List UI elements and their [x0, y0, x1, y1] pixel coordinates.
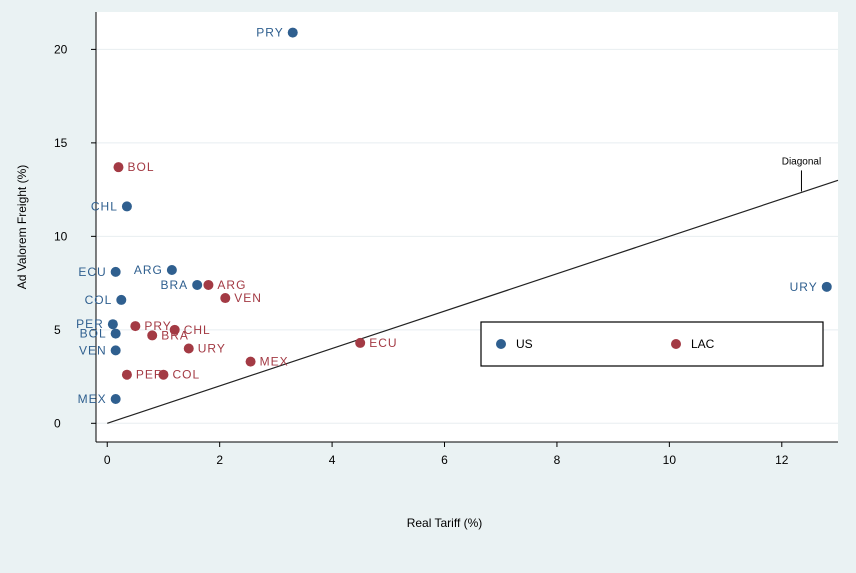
y-tick-label: 15	[54, 136, 68, 150]
data-point-label: BRA	[160, 278, 188, 292]
data-point	[110, 266, 121, 277]
data-point-label: ECU	[78, 265, 106, 279]
y-axis-title: Ad Valorem Freight (%)	[15, 165, 29, 289]
data-point-label: BRA	[161, 328, 189, 342]
data-point-label: BOL	[127, 160, 154, 174]
legend: US LAC	[480, 321, 824, 367]
data-point-label: URY	[790, 280, 818, 294]
data-point	[169, 324, 180, 335]
data-point-label: URY	[198, 342, 226, 356]
x-tick-label: 4	[329, 453, 336, 467]
legend-marker	[496, 339, 506, 349]
data-point	[287, 27, 298, 38]
data-point	[183, 343, 194, 354]
x-axis-title: Real Tariff (%)	[407, 516, 483, 530]
diagonal-line	[107, 179, 839, 424]
data-point	[220, 293, 231, 304]
data-point	[130, 321, 141, 332]
plot-area	[96, 12, 838, 442]
data-point-label: VEN	[234, 291, 262, 305]
data-point-label: ARG	[217, 278, 246, 292]
x-tick-label: 10	[663, 453, 677, 467]
data-point	[203, 279, 214, 290]
x-tick-label: 2	[216, 453, 223, 467]
data-point-label: COL	[85, 293, 113, 307]
data-point-label: BOL	[80, 327, 107, 341]
legend-label: US	[516, 337, 533, 351]
x-tick-label: 8	[554, 453, 561, 467]
data-point	[116, 294, 127, 305]
data-point-label: ARG	[134, 263, 163, 277]
legend-label: LAC	[691, 337, 715, 351]
data-point-label: PER	[76, 317, 104, 331]
x-tick-label: 6	[441, 453, 448, 467]
x-tick-label: 12	[775, 453, 789, 467]
x-tick-label: 0	[104, 453, 111, 467]
diagonal-annotation-label: Diagonal	[782, 156, 821, 167]
data-point	[245, 356, 256, 367]
data-point-label: ECU	[369, 336, 397, 350]
data-point	[110, 394, 121, 404]
data-point	[121, 369, 132, 380]
data-point	[355, 337, 366, 348]
data-point-label: MEX	[78, 392, 107, 406]
y-tick-label: 10	[54, 229, 68, 243]
data-point	[158, 369, 169, 380]
y-tick-label: 20	[54, 42, 68, 56]
y-tick-label: 0	[54, 416, 61, 430]
data-point-label: CHL	[184, 323, 211, 337]
data-point	[113, 162, 124, 173]
data-point	[147, 330, 158, 341]
data-point-label: PRY	[256, 26, 283, 40]
data-point-label: CHL	[91, 199, 118, 213]
data-point	[110, 345, 121, 356]
data-point	[821, 281, 832, 292]
data-point-label: PRY	[144, 319, 171, 333]
y-tick-label: 5	[54, 323, 61, 337]
legend-box	[480, 321, 824, 367]
axes: 0 5 10 15 20 0 2 4 6 8 10 12	[54, 12, 838, 467]
data-point-label: VEN	[79, 343, 107, 357]
diagonal-reference: Diagonal	[107, 156, 839, 424]
data-point	[192, 279, 203, 290]
data-point	[166, 265, 177, 275]
data-point	[121, 201, 132, 212]
data-point-label: MEX	[260, 355, 289, 369]
data-point-label: COL	[172, 368, 200, 382]
legend-marker	[671, 339, 681, 349]
data-point	[110, 328, 121, 339]
data-point-label: PER	[136, 368, 164, 382]
data-point	[107, 319, 118, 330]
